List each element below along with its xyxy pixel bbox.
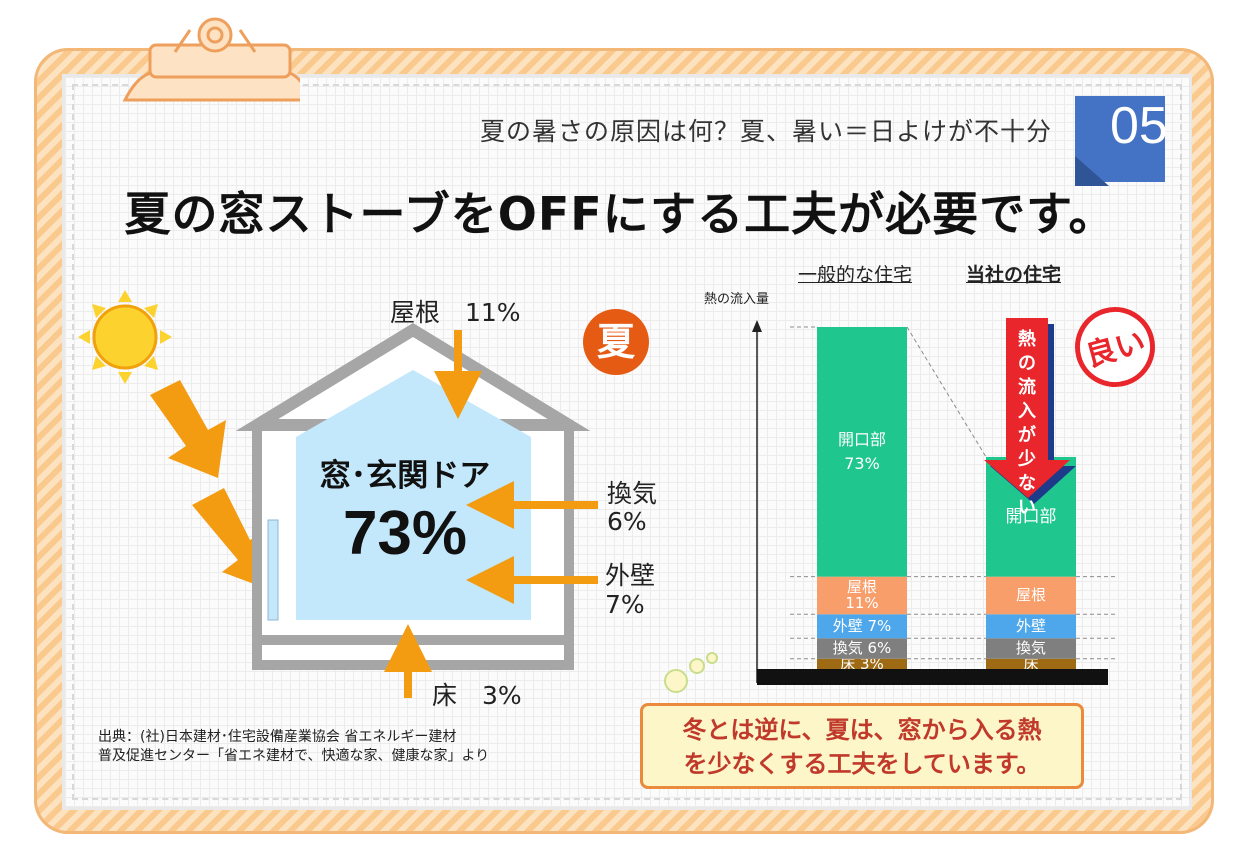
general-bar-label: 屋根 11% (845, 578, 879, 613)
ours-bar-屋根 (986, 576, 1076, 615)
ours-bar-label: 外壁 (1015, 617, 1046, 636)
general-bar-換気 (817, 638, 907, 659)
ours-bar-label: 換気 (1015, 639, 1046, 658)
wall-label: 外壁 (605, 561, 656, 590)
vent-pct: 6% (607, 507, 647, 536)
wall-pct: 7% (605, 590, 645, 619)
floor-label: 床 3% (432, 681, 522, 710)
ours-bar-外壁 (986, 614, 1076, 639)
window-icon (267, 519, 279, 621)
comparison-dash (906, 326, 987, 458)
general-bar-屋根 (817, 576, 907, 615)
season-badge: 夏 (583, 309, 649, 375)
inner-border (72, 84, 1182, 800)
subtitle: 夏の暑さの原因は何？夏、暑い＝日よけが不十分 (479, 117, 1052, 146)
general-bar-床 (817, 658, 907, 669)
category-ours: 当社の住宅 (966, 264, 1062, 286)
ours-bar-換気 (986, 638, 1076, 659)
clip-ornament (122, 17, 300, 102)
general-bar-label: 床 3% (840, 658, 884, 669)
y-axis-label: 熱の流入量 (704, 292, 770, 307)
page-number: 05 (1110, 97, 1168, 155)
ours-bar-床 (986, 658, 1076, 669)
general-bar-外壁 (817, 614, 907, 639)
arrow-text: 熱の流入が少ない (1018, 329, 1036, 518)
source-citation: 出典：(社)日本建材･住宅設備産業協会 省エネルギー建材 普及促進センター「省エ… (98, 729, 490, 764)
sunlight-arrow-2 (192, 488, 270, 590)
ours-bar-label: 屋根 (1015, 586, 1046, 605)
page-tag-fold (1075, 156, 1109, 186)
general-bar-label: 外壁 7% (832, 617, 892, 636)
y-axis-arrow (752, 320, 762, 332)
ours-bar-label: 開口部 (1005, 506, 1057, 527)
category-general: 一般的な住宅 (798, 264, 913, 286)
sunlight-arrow-1 (150, 380, 226, 478)
callout-bubble: 冬とは逆に、夏は、窓から入る熱 を少なくする工夫をしています。 (640, 703, 1084, 789)
baseline (757, 669, 1108, 685)
general-bar-label: 換気 6% (832, 639, 892, 658)
vent-label: 換気 (607, 479, 658, 508)
general-bar-開口部 (817, 327, 907, 577)
headline: 夏の窓ストーブをOFFにする工夫が必要です。 (124, 187, 1116, 241)
window-door-pct: 73% (342, 499, 468, 568)
roof-label: 屋根 11% (390, 298, 521, 327)
ours-bar-label: 床 (1023, 658, 1039, 669)
window-door-label: 窓･玄関ドア (319, 458, 491, 494)
sun-icon (78, 290, 172, 384)
general-bar-label: 開口部 73% (837, 429, 886, 473)
